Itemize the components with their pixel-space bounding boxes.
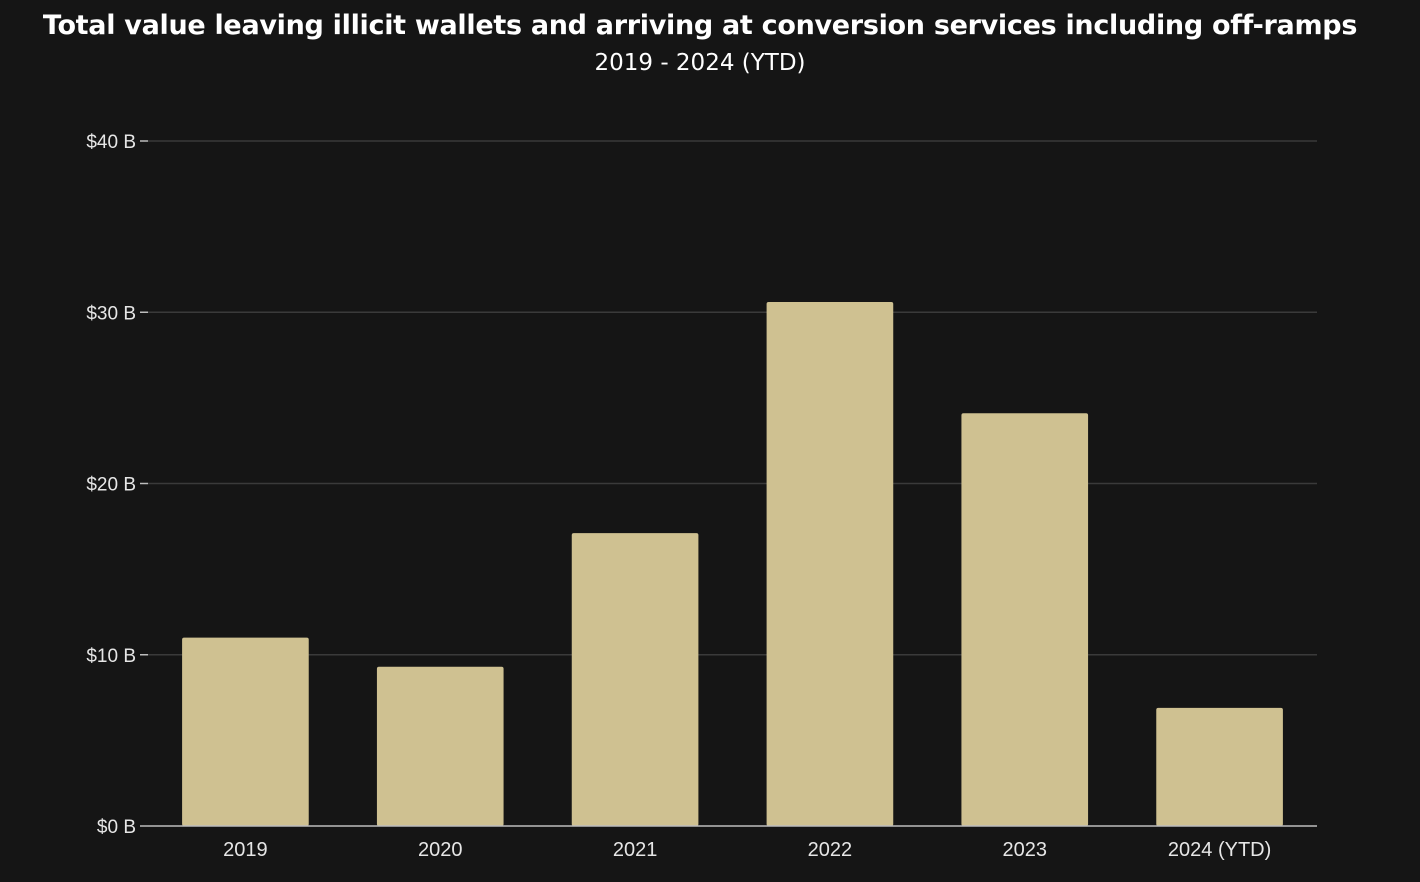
y-tick-label: $30 B [86,303,136,324]
x-tick-label: 2020 [418,839,463,861]
bar-2019[interactable] [182,637,309,826]
bar-2020[interactable] [376,666,504,826]
chart-title: Total value leaving illicit wallets and … [42,10,1358,41]
x-tick-label: 2019 [223,839,268,861]
bar-2024-ytd[interactable] [1156,707,1283,826]
x-tick-label: 2022 [808,839,853,861]
bars [182,301,1283,827]
y-tick-label: $40 B [86,132,136,153]
x-axis: 2019 2020 2021 2022 2023 2024 (YTD) [148,825,1317,861]
bar-2023[interactable] [961,413,1089,826]
y-tick-label: $20 B [86,475,136,496]
y-axis: $0 B $10 B $20 B $30 B $40 B [86,132,148,838]
chart-subtitle: 2019 - 2024 (YTD) [594,50,806,76]
bar-2022[interactable] [766,301,894,827]
x-tick-label: 2023 [1003,839,1048,861]
y-tick-label: $0 B [97,817,136,838]
y-tick-label: $10 B [86,646,136,667]
x-tick-label: 2024 (YTD) [1168,839,1271,861]
bar-2021[interactable] [571,533,699,826]
gridlines [148,140,1317,656]
x-tick-label: 2021 [613,839,658,861]
